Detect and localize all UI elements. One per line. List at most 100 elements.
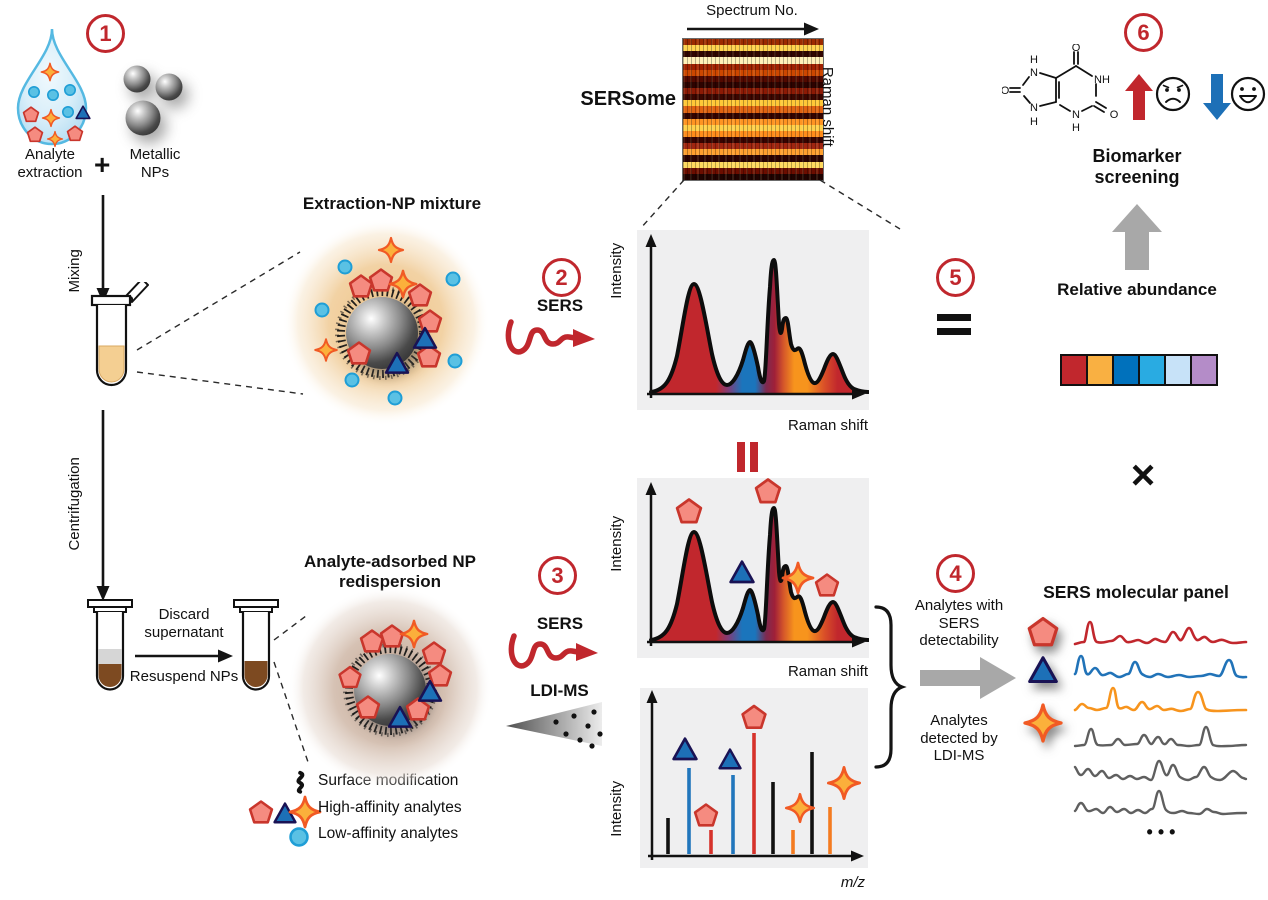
uric-acid-structure: O O O NH N H N H N H [1002, 44, 1119, 134]
step-number: 6 [1137, 19, 1150, 45]
ldi-sticks [666, 733, 832, 854]
heatmap-band [683, 45, 823, 52]
raman-shift-label-1: Raman shift [787, 417, 868, 434]
legend-high-label: High-affinity analytes [318, 799, 462, 816]
curly-brace [874, 605, 907, 769]
sers-label-3: SERS [536, 614, 584, 633]
sers-spectrum-panel-2 [637, 478, 869, 658]
molecular-panel-title: SERS molecular panel [1043, 582, 1229, 602]
sers-wavy-arrow-2 [508, 633, 598, 669]
resuspend-nps-label: Resuspend NPs [129, 668, 239, 685]
dashed-line [136, 251, 301, 351]
abundance-swatch [1164, 356, 1190, 384]
step-badge-1: 1 [86, 14, 125, 53]
panel-ellipsis: • • • [1146, 822, 1176, 842]
abundance-swatch [1190, 356, 1216, 384]
spectrum-no-label: Spectrum No. [706, 2, 798, 19]
step-number: 1 [99, 20, 112, 46]
heatmap-band [683, 155, 823, 162]
dashed-line [819, 179, 901, 230]
heatmap-band [683, 118, 823, 125]
heatmap-band [683, 39, 823, 46]
heatmap-band [683, 149, 823, 156]
abundance-swatch [1062, 356, 1086, 384]
tube-liquid [98, 345, 125, 383]
step-number: 4 [949, 560, 962, 586]
heatmap-band [683, 100, 823, 107]
step-badge-5: 5 [936, 258, 975, 297]
sers-spectrum-panel-1 [637, 230, 869, 410]
biomarker-screening-label: Biomarker screening [1092, 146, 1182, 188]
step-badge-6: 6 [1124, 13, 1163, 52]
abundance-swatch [1086, 356, 1112, 384]
step-number: 5 [949, 264, 962, 290]
dashed-line [639, 179, 685, 230]
tube-open [90, 282, 149, 387]
ldi-ms-panel [640, 688, 868, 868]
raman-shift-label-2: Raman shift [787, 663, 868, 680]
heatmap-band [683, 94, 823, 101]
mixture-title: Extraction-NP mixture [302, 194, 482, 213]
heatmap-band [683, 81, 823, 88]
mz-label: m/z [840, 874, 865, 891]
step-badge-2: 2 [542, 258, 581, 297]
happy-face-icon [1230, 76, 1266, 112]
heatmap-band [683, 124, 823, 131]
panel-trace-gray-3 [1073, 789, 1248, 816]
gray-up-arrow [1112, 204, 1162, 270]
panel-trace-blue [1073, 654, 1248, 679]
heatmap-band [683, 137, 823, 144]
atom-label: H [1030, 116, 1038, 128]
sersome-heatmap [682, 38, 824, 181]
heatmap-band [683, 112, 823, 119]
blue-down-arrow [1203, 74, 1231, 120]
heatmap-band [683, 57, 823, 64]
step-badge-3: 3 [538, 556, 577, 595]
tube-rim [90, 294, 132, 307]
panel-trace-gray-2 [1073, 759, 1248, 782]
panel-trace-red [1073, 620, 1248, 646]
plus-sign: + [94, 149, 111, 180]
abundance-swatches [1060, 354, 1218, 386]
analytes-sers-text: Analytes with SERS detectability [914, 597, 1004, 650]
metallic-nps [123, 65, 183, 136]
atom-label: O [1110, 109, 1119, 121]
ldi-plume-icon [506, 702, 603, 749]
np-redispersion [288, 586, 492, 790]
dashed-line [136, 371, 304, 395]
atom-label: O [1002, 85, 1010, 97]
sad-face-icon [1155, 76, 1191, 112]
analyte-droplet [16, 28, 91, 148]
atom-label: H [1072, 122, 1080, 134]
heatmap-band [683, 161, 823, 168]
red-up-arrow [1125, 74, 1153, 120]
step-badge-4: 4 [936, 554, 975, 593]
heatmap-band [683, 51, 823, 58]
sers-wavy-arrow [505, 319, 595, 355]
sersome-heatmap-bands [683, 39, 823, 180]
multiply-sign: × [1130, 451, 1156, 498]
atom-label: N [1072, 109, 1080, 121]
extraction-np-mixture [282, 218, 490, 426]
ldims-label: LDI-MS [530, 681, 589, 700]
analytes-ldi-text: Analytes detected by LDI-MS [920, 712, 998, 765]
heatmap-band [683, 88, 823, 95]
heatmap-band [683, 63, 823, 70]
atom-label: H [1030, 54, 1038, 66]
panel-trace-gray-1 [1073, 725, 1248, 748]
atom-label: N [1030, 67, 1038, 79]
np-pellet [98, 664, 122, 687]
redispersion-title: Analyte-adsorbed NP redispersion [304, 552, 476, 592]
step-number: 2 [555, 264, 568, 290]
relative-abundance-label: Relative abundance [1057, 280, 1217, 299]
np-pellet [244, 661, 268, 687]
dashed-line [273, 615, 307, 641]
discard-supernatant-label: Discard supernatant [144, 606, 224, 641]
step-number: 3 [551, 562, 564, 588]
gray-right-arrow [920, 657, 1016, 699]
heatmap-band [683, 143, 823, 150]
atom-label: NH [1094, 74, 1110, 86]
heatmap-band [683, 130, 823, 137]
atom-label: O [1072, 44, 1081, 54]
